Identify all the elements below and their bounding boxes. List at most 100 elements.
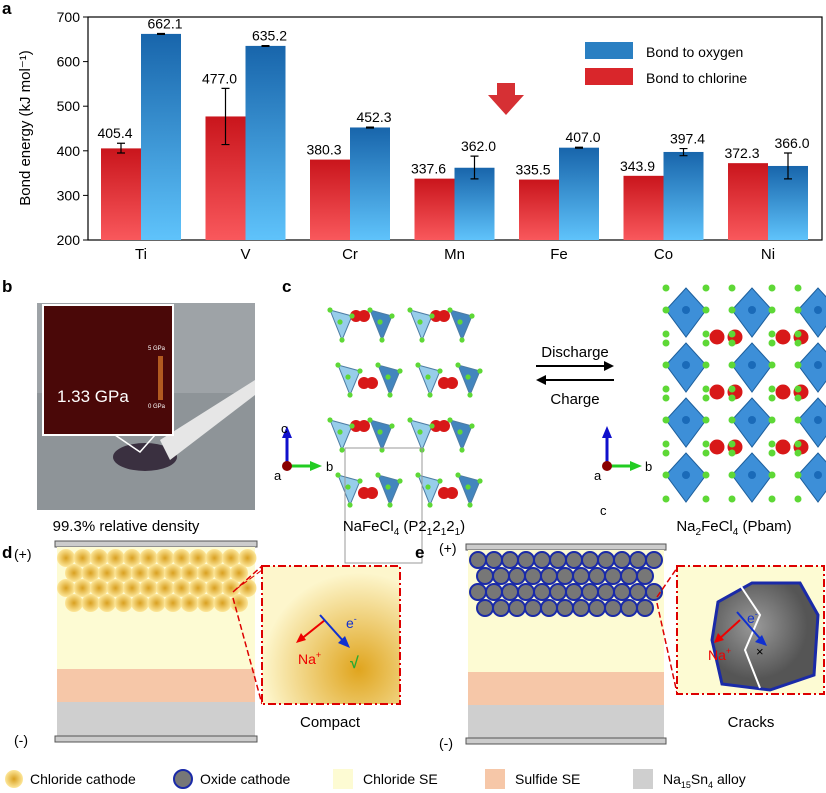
oxide-cathode-particle (556, 599, 574, 617)
chloride-cathode-particle (197, 564, 215, 582)
na2fecl4-structure (662, 284, 826, 503)
bar-oxygen-V (245, 45, 286, 240)
chlorine-atom (794, 495, 802, 503)
chloride-cathode-particle (90, 579, 108, 597)
axis-triad-right: c a b (594, 426, 652, 518)
chlorine-atom (794, 440, 802, 448)
chlorine-atom (459, 447, 465, 453)
chlorine-atom (728, 284, 736, 292)
chlorine-atom (379, 447, 385, 453)
iron-atom (682, 361, 690, 369)
chloride-cathode-particle (164, 594, 182, 612)
chlorine-atom (469, 423, 475, 429)
positive-terminal-e: (+) (439, 540, 457, 556)
chlorine-atom (455, 362, 461, 368)
error-bar (366, 126, 374, 129)
oxide-cathode-particles (469, 551, 663, 617)
chlorine-atom (357, 368, 363, 374)
legend-label: Bond to oxygen (646, 44, 743, 60)
fecl6-octahedron (797, 452, 826, 503)
cracked-particle-icon (710, 581, 820, 692)
chloride-cathode-particle (213, 564, 232, 582)
chlorine-atom (794, 330, 802, 338)
chlorine-atom (768, 361, 776, 369)
bar-chlorine-Cr (310, 159, 350, 240)
iron-atom (814, 471, 822, 479)
chlorine-atom (335, 472, 341, 478)
chlorine-atom (794, 449, 802, 457)
fecl4-tetrahedron (377, 474, 401, 507)
chlorine-atom (425, 374, 431, 380)
chloride-cathode-particle (57, 579, 75, 597)
oxide-cathode-particle (620, 567, 638, 585)
chlorine-atom (728, 440, 736, 448)
y-tick-label: 700 (57, 9, 81, 25)
chlorine-atom (768, 449, 776, 457)
chlorine-atom (728, 330, 736, 338)
chlorine-atom (379, 337, 385, 343)
chlorine-atom (375, 472, 381, 478)
chlorine-atom (339, 337, 345, 343)
fecl4-tetrahedron (337, 474, 361, 507)
chlorine-atom (728, 495, 736, 503)
chloride-cathode-particle (139, 549, 158, 567)
chlorine-atom (377, 429, 383, 435)
chloride-cathode-particle (98, 594, 116, 612)
fecl4-tetrahedron (449, 309, 473, 342)
modulus-value: 1.33 GPa (57, 387, 129, 406)
oxide-cathode-particle (524, 567, 542, 585)
x-tick-label: Ti (135, 246, 147, 263)
chlorine-atom (768, 339, 776, 347)
error-bar (221, 87, 230, 146)
chlorine-atom (662, 339, 670, 347)
chlorine-atom (702, 339, 710, 347)
chlorine-atom (768, 306, 776, 314)
bar-oxygen-Co (663, 151, 704, 240)
chloride-cathode-particle (123, 549, 141, 567)
chlorine-atom (327, 307, 333, 313)
chlorine-atom (337, 319, 343, 325)
chlorine-atom (728, 471, 736, 479)
chlorine-atom (377, 319, 383, 325)
chloride-cathode-particle (189, 549, 207, 567)
chlorine-atom (425, 484, 431, 490)
arrow-left-icon (536, 375, 546, 385)
y-axis-label: Bond energy (kJ mol⁻¹) (17, 50, 34, 205)
fecl4-tetrahedron (417, 364, 441, 397)
chloride-cathode-particle (213, 594, 232, 612)
chloride-cathode-particle (205, 549, 224, 567)
chloride-cathode-particle (90, 549, 108, 567)
oxide-cathode-particle (645, 551, 663, 569)
legend-chloride-cathode: Chloride cathode (30, 771, 136, 787)
chlorine-atom (662, 284, 670, 292)
chlorine-atom (794, 361, 802, 369)
oxide-cathode-particle (597, 583, 615, 601)
chlorine-atom (768, 416, 776, 424)
chloride-cathode-particle (197, 594, 215, 612)
chlorine-atom (387, 502, 393, 508)
oxide-cathode-particle (469, 583, 487, 601)
error-bar (261, 44, 270, 48)
chlorine-atom (415, 362, 421, 368)
oxide-cathode-particle (613, 583, 631, 601)
x-tick-label: Co (654, 246, 673, 263)
error-bar (679, 147, 688, 157)
chlorine-atom (794, 416, 802, 424)
chlorine-atom (768, 284, 776, 292)
sodium-atom (446, 377, 458, 389)
chlorine-atom (429, 313, 435, 319)
chlorine-atom (768, 330, 776, 338)
bar-oxygen-Mn (454, 167, 495, 240)
chloride-cathode-particle (222, 549, 240, 567)
oxide-cathode-particle (540, 567, 558, 585)
oxide-cathode-particle (508, 599, 526, 617)
chloride-cathode-particle (180, 564, 199, 582)
chlorine-atom (437, 478, 443, 484)
iron-atom (682, 471, 690, 479)
chloride-cathode-particle (106, 549, 125, 567)
error-bar (470, 155, 479, 180)
oxide-cathode-particle (636, 599, 654, 617)
oxide-cathode-particle (540, 599, 558, 617)
data-label: 452.3 (356, 109, 391, 125)
iron-atom (748, 471, 756, 479)
